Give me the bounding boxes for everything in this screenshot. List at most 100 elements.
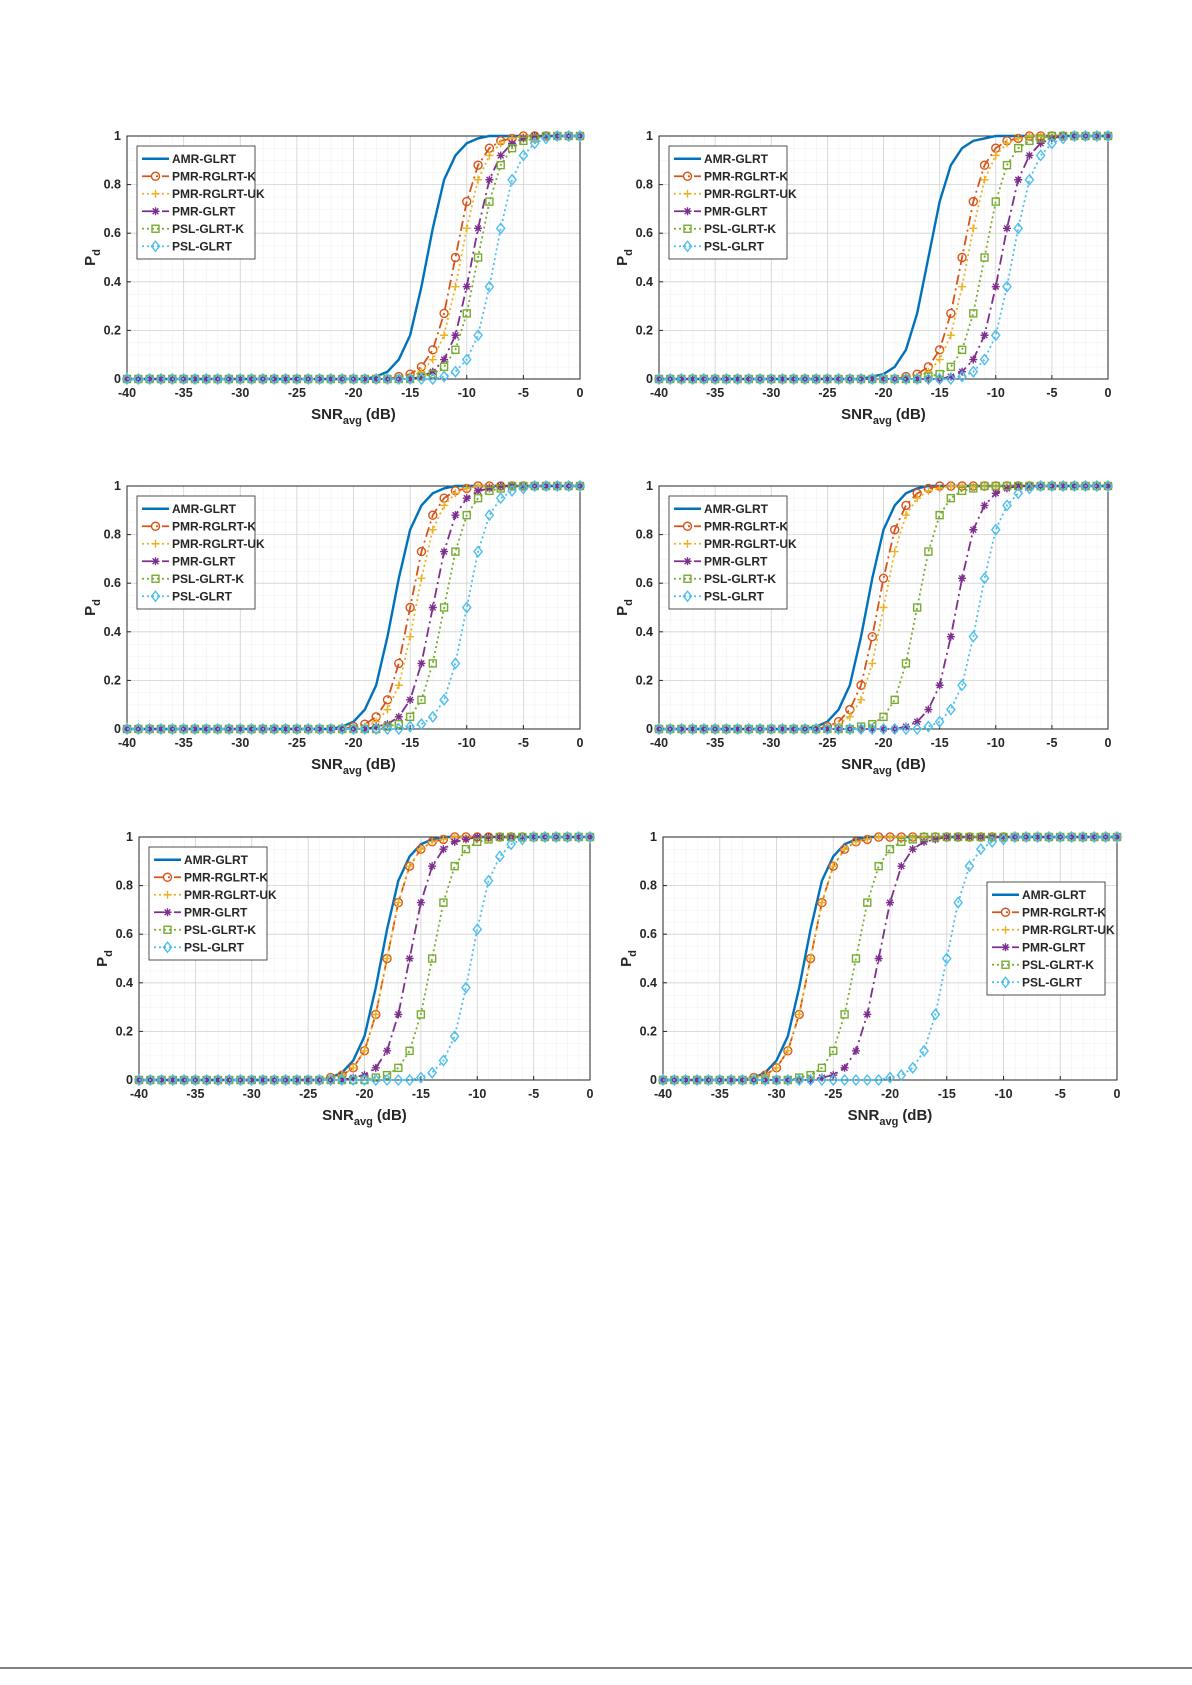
marker-diamond [975, 843, 986, 856]
marker-square [806, 1070, 815, 1080]
y-axis-label: Pd [618, 950, 639, 967]
marker-star [202, 375, 211, 383]
marker-star [1033, 833, 1042, 841]
marker-diamond [529, 137, 540, 150]
marker-star [145, 725, 154, 733]
marker-plus [428, 837, 437, 846]
marker-star [733, 375, 742, 383]
marker-plus [474, 175, 483, 184]
x-tick-label: -10 [987, 736, 1005, 750]
marker-plus [440, 331, 449, 340]
marker-plus [868, 659, 877, 668]
marker-diamond [178, 372, 189, 386]
x-label-sub: avg [873, 415, 892, 427]
marker-plus [969, 224, 978, 233]
marker-diamond [923, 372, 934, 386]
marker-square [473, 493, 483, 503]
marker-circle [957, 252, 967, 263]
marker-plus [783, 1046, 792, 1055]
marker-diamond [1103, 129, 1113, 143]
marker-diamond [1100, 830, 1111, 844]
marker-diamond [404, 1073, 415, 1087]
marker-star [677, 725, 686, 733]
marker-square [957, 345, 967, 355]
marker-star [304, 1076, 313, 1084]
marker-diamond [851, 1073, 861, 1087]
marker-plus [845, 712, 854, 721]
marker-diamond [258, 722, 268, 736]
marker-square [451, 345, 460, 355]
marker-star [857, 375, 866, 383]
x-axis-label: SNRavg (dB) [848, 1107, 933, 1128]
marker-diamond [494, 850, 505, 863]
marker-square [957, 486, 967, 496]
y-tick-label: 0.2 [104, 673, 121, 687]
marker-diamond [450, 365, 461, 378]
marker-star [1025, 151, 1034, 160]
y-tick-label: 0 [114, 722, 121, 736]
marker-diamond [529, 479, 540, 493]
marker-star [542, 482, 551, 490]
marker-star [823, 375, 832, 383]
marker-diamond [213, 1073, 223, 1087]
marker-diamond [822, 722, 833, 736]
marker-diamond [484, 280, 495, 293]
marker-diamond [224, 372, 234, 386]
y-tick-label: 0 [126, 1073, 133, 1087]
marker-diamond [710, 722, 721, 736]
marker-star [677, 375, 686, 383]
legend-label: PSL-GLRT-K [184, 923, 256, 937]
marker-diamond [721, 372, 732, 386]
marker-star [485, 484, 494, 493]
marker-diamond [473, 545, 483, 558]
marker-diamond [314, 1073, 325, 1087]
x-tick-label: -40 [118, 736, 136, 750]
x-tick-label: -15 [401, 386, 419, 400]
marker-diamond [495, 222, 506, 235]
y-tick-label: 1 [126, 830, 133, 844]
marker-diamond [563, 129, 574, 143]
marker-circle [878, 573, 889, 584]
marker-diamond [167, 1073, 178, 1087]
x-label-unit: (dB) [366, 756, 396, 773]
x-label-sub: avg [879, 1116, 898, 1128]
marker-plus [991, 151, 1000, 160]
marker-star [151, 557, 160, 566]
marker-star [474, 486, 483, 495]
x-tick-label: -25 [299, 1087, 317, 1101]
marker-diamond [371, 722, 382, 736]
marker-square [901, 659, 911, 668]
marker-star [484, 833, 493, 841]
chart: -40 -35 -30 -25 -20 -15 -10 -5 0 0 0.2 0.4 0.6 0.8 1 SN… [82, 129, 585, 427]
marker-star [281, 725, 290, 733]
marker-diamond [800, 722, 810, 736]
marker-star [1067, 833, 1076, 841]
marker-plus [416, 845, 425, 854]
legend-box [136, 145, 256, 260]
x-label-unit: (dB) [902, 1107, 932, 1124]
marker-square [1014, 481, 1023, 491]
marker-square [683, 224, 692, 233]
marker-diamond [144, 372, 155, 386]
x-tick-label: -15 [401, 736, 419, 750]
x-tick-label: -15 [931, 386, 949, 400]
marker-diamond [714, 1073, 725, 1087]
marker-plus [151, 189, 160, 198]
x-tick-label: 0 [1114, 1087, 1121, 1101]
marker-plus [857, 695, 866, 704]
marker-circle [382, 695, 393, 705]
marker-star [202, 725, 211, 733]
marker-diamond [889, 372, 900, 386]
marker-star [965, 833, 974, 841]
legend-label: PSL-GLRT-K [704, 222, 776, 236]
marker-square [969, 309, 978, 318]
marker-diamond [811, 372, 822, 386]
marker-star [247, 1076, 256, 1084]
marker-star [738, 1076, 747, 1084]
x-label-sub: avg [343, 415, 362, 427]
marker-square [428, 369, 437, 379]
marker-diamond [885, 1071, 895, 1084]
marker-star [156, 725, 165, 733]
marker-diamond [201, 722, 212, 736]
marker-diamond [178, 722, 189, 736]
